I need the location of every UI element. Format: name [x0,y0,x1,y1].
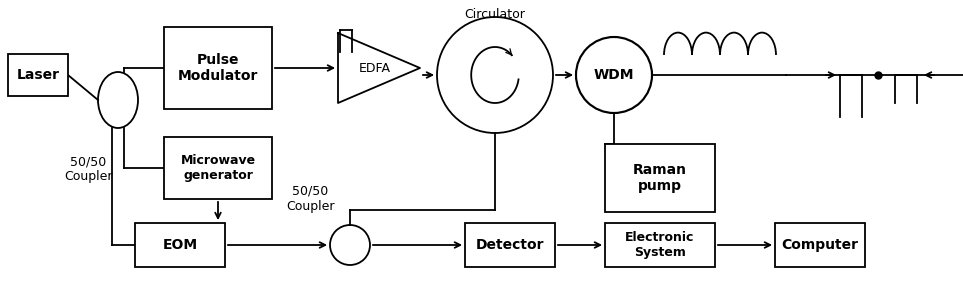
Text: Computer: Computer [782,238,858,252]
Text: Microwave
generator: Microwave generator [180,154,255,182]
Text: Raman
pump: Raman pump [633,163,687,193]
Text: WDM: WDM [594,68,635,82]
FancyBboxPatch shape [605,144,715,212]
Text: Detector: Detector [476,238,544,252]
FancyBboxPatch shape [465,223,555,267]
Text: Electronic
System: Electronic System [625,231,694,259]
FancyBboxPatch shape [775,223,865,267]
Text: Circulator: Circulator [464,8,526,21]
FancyBboxPatch shape [164,27,272,109]
FancyBboxPatch shape [605,223,715,267]
Text: Laser: Laser [16,68,60,82]
Text: 50/50
Coupler: 50/50 Coupler [64,155,113,183]
Text: EDFA: EDFA [359,61,391,74]
Text: 50/50
Coupler: 50/50 Coupler [286,185,334,213]
Text: EOM: EOM [163,238,197,252]
FancyBboxPatch shape [8,54,68,96]
Polygon shape [338,33,420,103]
FancyBboxPatch shape [164,137,272,199]
Text: Pulse
Modulator: Pulse Modulator [178,53,258,83]
FancyBboxPatch shape [135,223,225,267]
